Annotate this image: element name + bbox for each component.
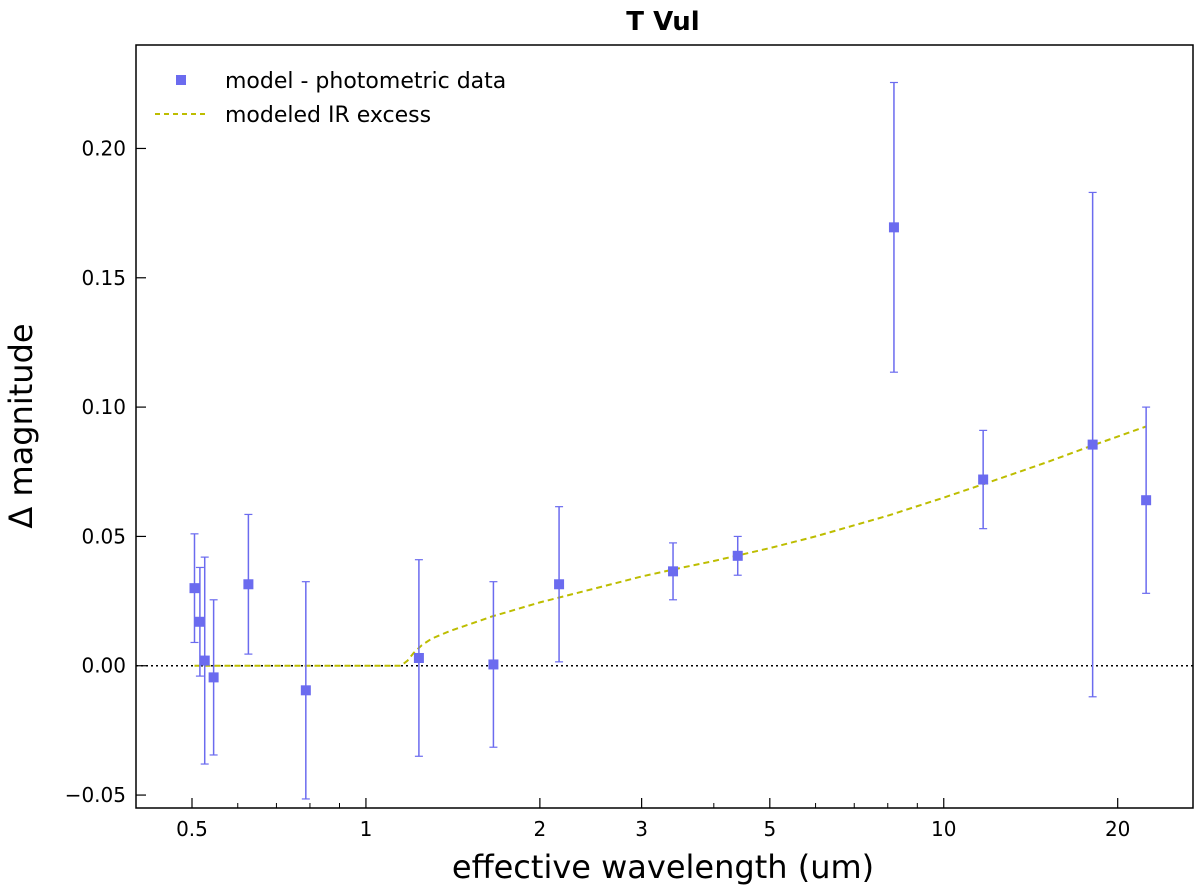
y-tick-label: 0.10 [81,395,126,419]
y-tick-label: 0.00 [81,654,126,678]
data-point [732,535,743,576]
data-point [888,81,899,373]
y-tick-label: −0.05 [65,783,126,807]
y-tick-label: 0.05 [81,524,126,548]
legend-label-photometric: model - photometric data [225,69,506,94]
data-marker [300,685,311,696]
x-tick-label: 0.5 [176,817,208,841]
x-tick-label: 10 [931,817,956,841]
data-marker [978,474,989,485]
data-marker [668,566,679,577]
data-point [554,506,565,663]
y-axis-label: Δ magnitude [2,323,40,528]
data-point [488,581,499,748]
data-point [1141,406,1152,594]
data-point [413,559,424,757]
x-tick-label: 5 [763,817,776,841]
data-marker [199,655,210,666]
data-point [243,513,254,655]
data-marker [413,652,424,663]
data-point [978,429,989,530]
data-marker [554,579,565,590]
data-point [189,533,200,644]
data-marker [732,550,743,561]
legend-marker-photometric [176,75,186,85]
data-point [668,542,679,601]
data-marker [888,222,899,233]
ir-excess-curve [194,425,1147,667]
x-tick-label: 20 [1105,817,1130,841]
y-tick-label: 0.15 [81,266,126,290]
data-point [208,599,219,756]
x-tick-label: 3 [635,817,648,841]
data-point [1087,191,1098,698]
data-marker [1141,495,1152,506]
chart-title: T Vul [626,7,699,37]
data-marker [243,579,254,590]
plot-frame [135,44,1194,809]
legend: model - photometric data modeled IR exce… [155,69,506,128]
x-tick-label: 2 [534,817,547,841]
legend-label-ir-excess: modeled IR excess [225,103,431,128]
plot-area: 0.5 1 2 3 5 10 20 −0.05 0.00 0.05 0.10 0.15 0.20 [65,44,1194,841]
data-marker [189,583,200,594]
x-tick-label: 1 [360,817,373,841]
data-marker [488,659,499,670]
data-marker [1087,439,1098,450]
data-marker [208,672,219,683]
data-marker [194,616,205,627]
data-point [300,581,311,800]
data-point [199,556,210,765]
x-axis-label: effective wavelength (um) [452,848,874,886]
y-tick-label: 0.20 [81,136,126,160]
